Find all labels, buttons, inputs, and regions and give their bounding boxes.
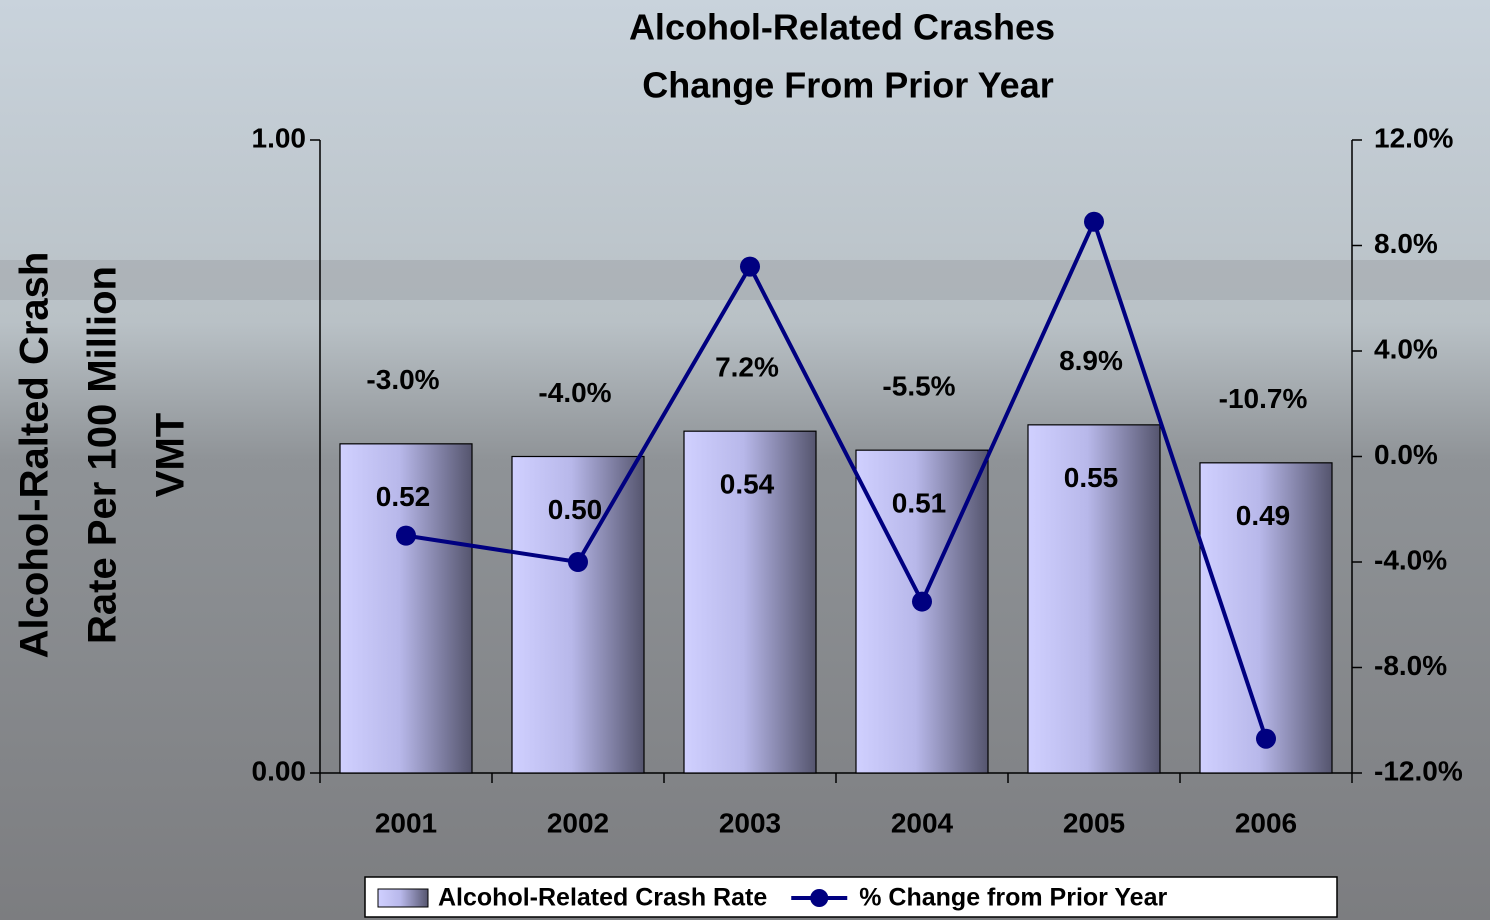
line-marker: [1256, 728, 1276, 749]
bar-value-label: 0.55: [1064, 462, 1119, 493]
y-axis-title-line: Rate Per 100 Million: [81, 266, 125, 644]
y2-tick-label: 8.0%: [1374, 228, 1438, 259]
y2-tick-label: 4.0%: [1374, 333, 1438, 364]
line-value-label: -3.0%: [366, 364, 439, 395]
y-tick-label: 0.00: [252, 755, 307, 786]
line-value-label: -10.7%: [1219, 383, 1308, 414]
y2-tick-label: -4.0%: [1374, 544, 1447, 575]
legend-box: [364, 876, 1338, 918]
line-value-label: -4.0%: [538, 377, 611, 408]
x-tick-label: 2003: [719, 807, 781, 838]
y-axis-title: Alcohol-Ralted Crash Rate Per 100 Millio…: [13, 252, 193, 659]
line: [405, 216, 1268, 740]
bar: [1027, 424, 1161, 774]
x-tick-label: 2002: [547, 807, 609, 838]
y-tick-label: 1.00: [252, 122, 307, 153]
bar: [339, 443, 473, 774]
legend-label: Alcohol-Related Crash Rate: [438, 884, 767, 912]
line-marker: [1084, 211, 1104, 232]
line-value-label: 7.2%: [715, 352, 779, 383]
chart-title: Change From Prior Year: [642, 65, 1053, 106]
y2-tick-label: 12.0%: [1374, 122, 1453, 153]
legend: Alcohol-Related Crash Rate % Change from …: [364, 876, 1338, 918]
bar: [511, 455, 645, 774]
y2-tick-label: -8.0%: [1374, 650, 1447, 681]
bar-value-label: 0.52: [376, 481, 431, 512]
line-marker: [396, 525, 416, 546]
y-axis-title-line: Alcohol-Ralted Crash: [13, 252, 57, 659]
line-value-label: -5.5%: [882, 371, 955, 402]
bar-value-label: 0.54: [720, 469, 775, 500]
line-marker: [740, 256, 760, 277]
x-tick-label: 2004: [891, 807, 954, 838]
bar-value-label: 0.51: [892, 488, 947, 519]
bar-value-label: 0.49: [1236, 500, 1291, 531]
legend-swatch: [377, 888, 429, 908]
line-marker: [568, 552, 588, 572]
legend-swatch-marker: [810, 889, 829, 907]
bar-value-label: 0.50: [548, 494, 603, 525]
y2-tick-label: 0.0%: [1374, 439, 1438, 470]
legend-label: % Change from Prior Year: [859, 884, 1167, 912]
x-tick-label: 2006: [1235, 807, 1297, 838]
y-axis-title-line: VMT: [149, 413, 193, 497]
line-value-label: 8.9%: [1059, 345, 1123, 376]
bar: [683, 430, 817, 774]
chart-title: Alcohol-Related Crashes: [629, 7, 1055, 48]
x-tick-label: 2001: [375, 807, 437, 838]
y2-tick-label: -12.0%: [1374, 755, 1463, 786]
line-marker: [912, 591, 932, 612]
bar: [1199, 462, 1333, 774]
x-tick-label: 2005: [1063, 807, 1125, 838]
